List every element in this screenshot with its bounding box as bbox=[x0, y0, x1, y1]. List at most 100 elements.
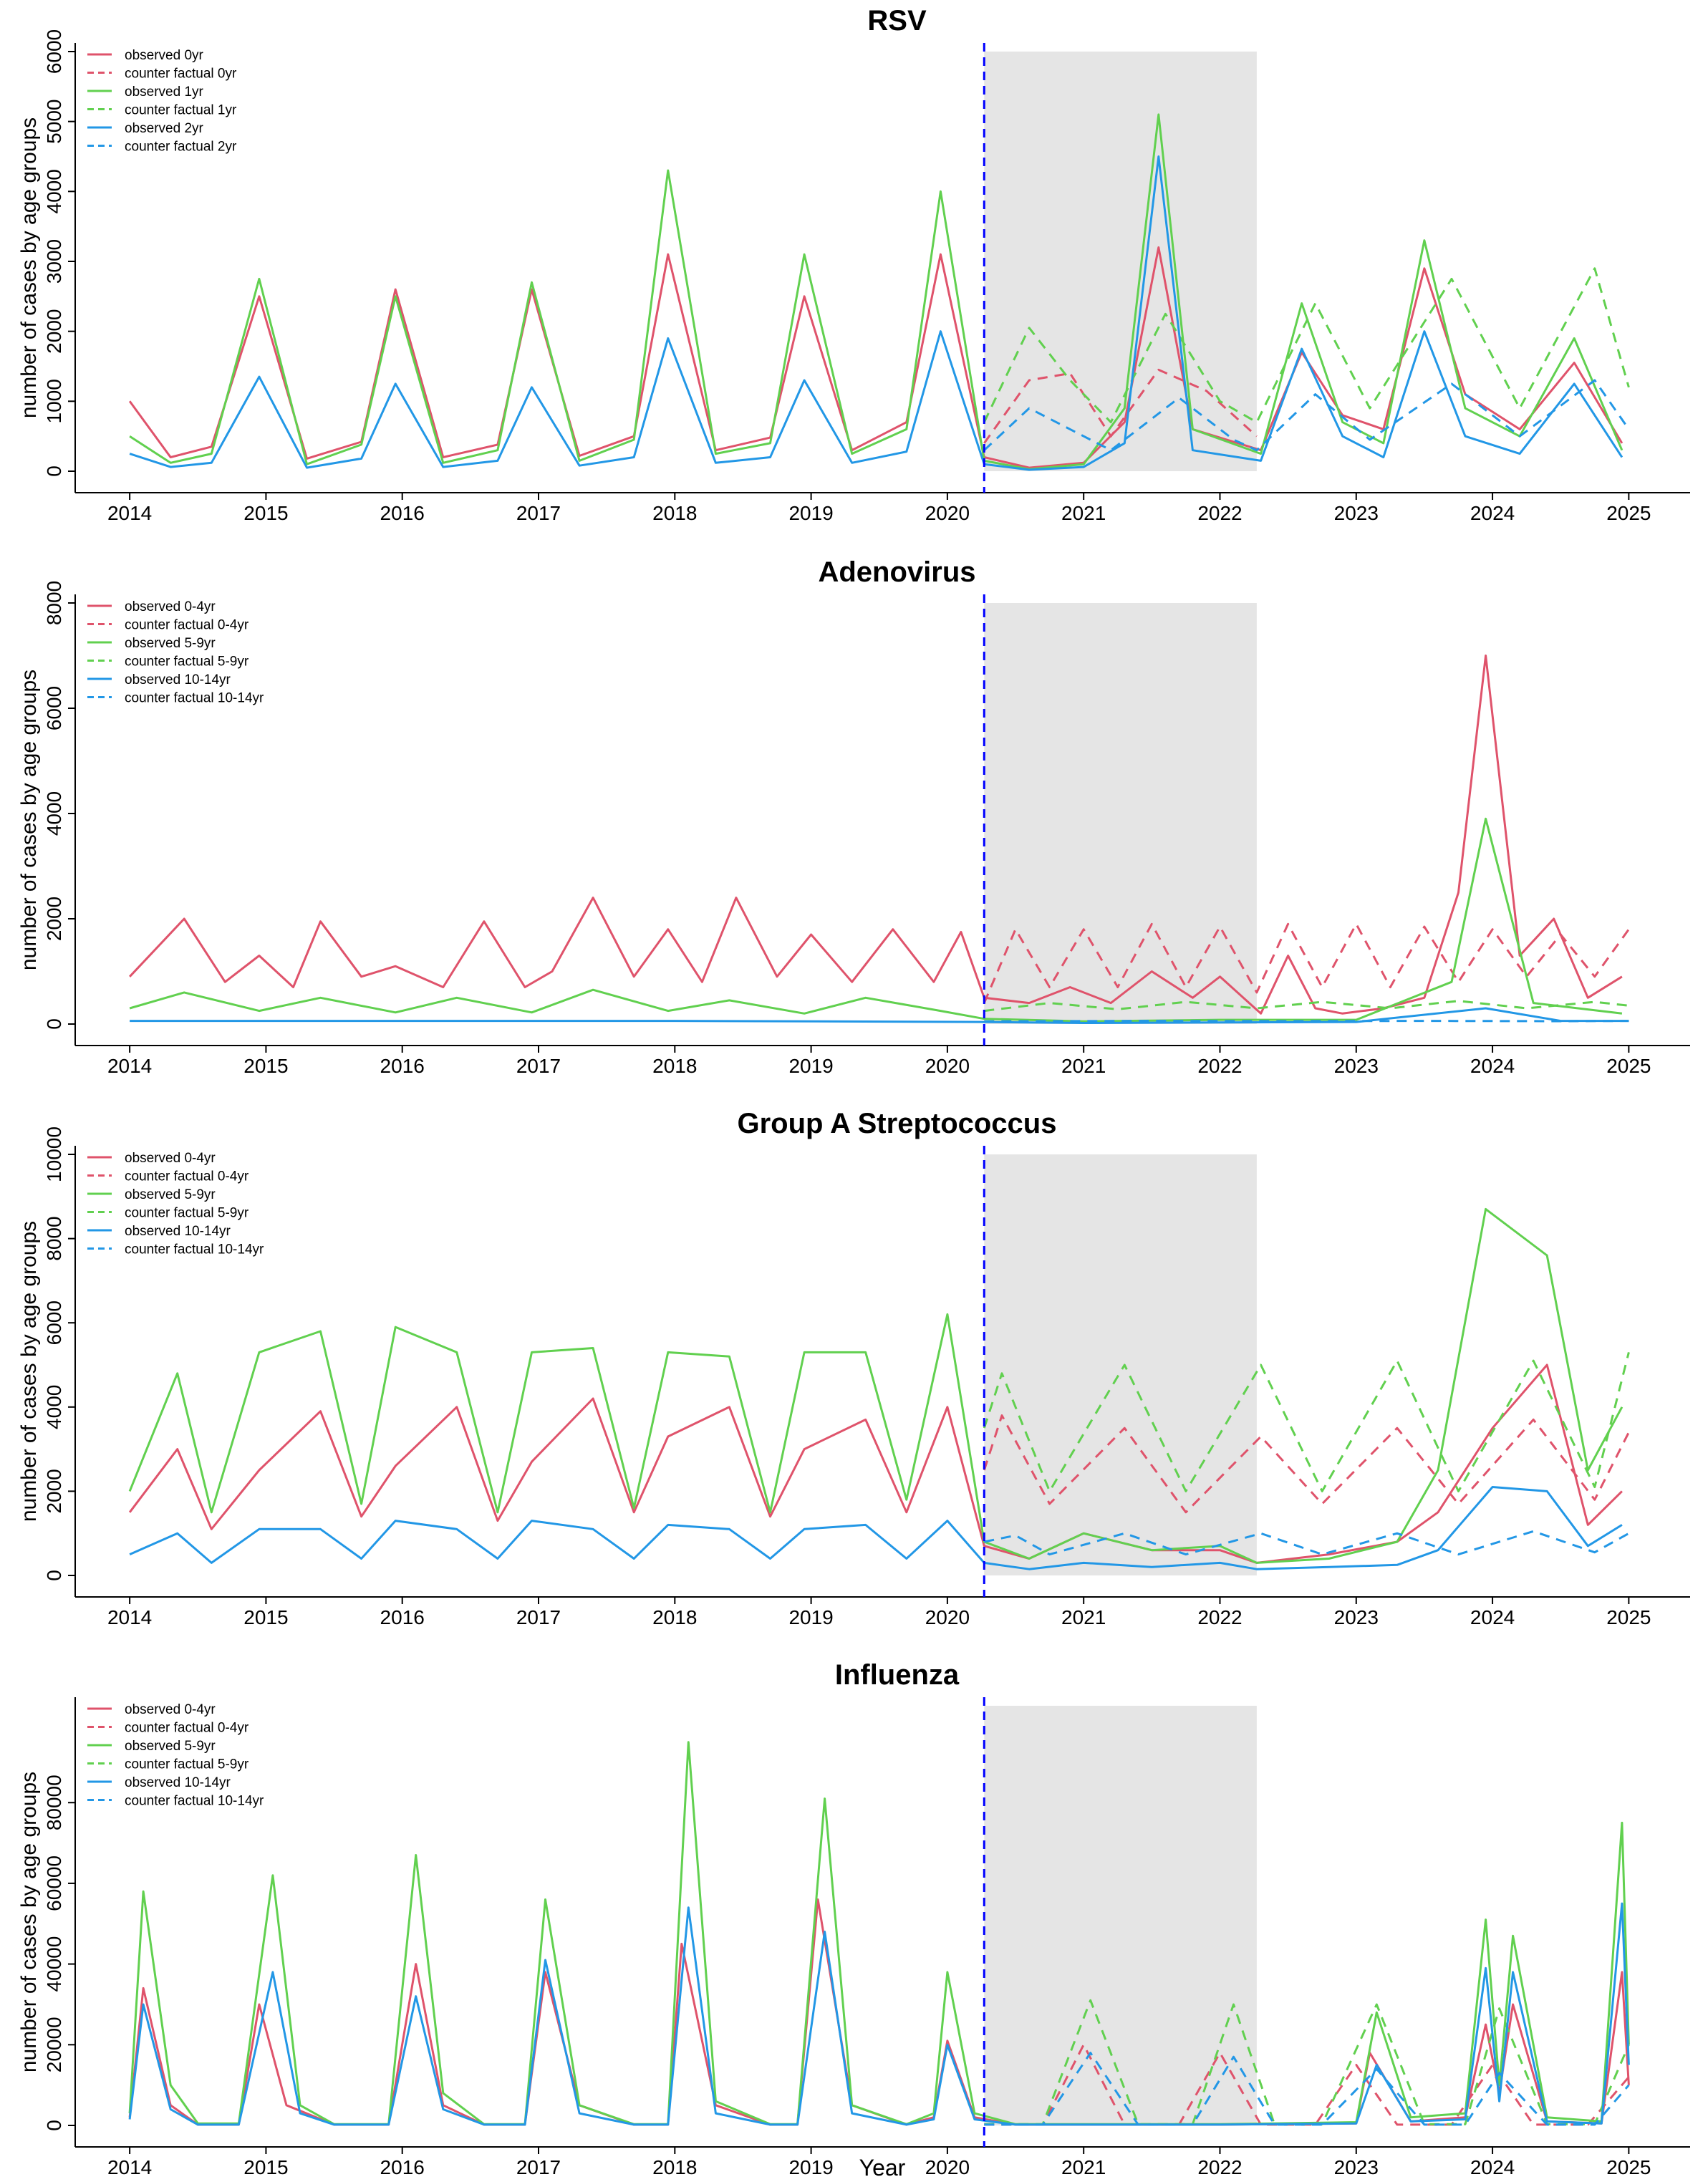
y-axis-label: number of cases by age groups bbox=[17, 670, 41, 970]
x-tick-label: 2015 bbox=[243, 1606, 288, 1628]
series-line-4 bbox=[129, 155, 1623, 471]
x-tick-label: 2023 bbox=[1334, 1055, 1379, 1077]
y-tick-label: 2000 bbox=[43, 897, 65, 941]
x-tick-label: 2019 bbox=[788, 1606, 833, 1628]
legend-label: observed 2yr bbox=[125, 121, 204, 136]
y-tick-label: 6000 bbox=[43, 29, 65, 74]
legend-label: observed 0-4yr bbox=[125, 1151, 216, 1166]
y-tick-label: 6000 bbox=[43, 1300, 65, 1345]
x-tick-label: 2025 bbox=[1606, 1055, 1651, 1077]
x-tick-label: 2023 bbox=[1334, 1606, 1379, 1628]
y-tick-label: 4000 bbox=[43, 791, 65, 836]
x-tick-label: 2025 bbox=[1606, 1606, 1651, 1628]
series-line-3 bbox=[983, 1352, 1630, 1492]
y-tick-label: 5000 bbox=[43, 100, 65, 144]
chart-title: RSV bbox=[867, 5, 927, 37]
x-tick-label: 2022 bbox=[1197, 1055, 1242, 1077]
y-tick-label: 40000 bbox=[43, 1936, 65, 1992]
x-axis-label: Year bbox=[859, 2155, 906, 2181]
legend-label: counter factual 10-14yr bbox=[125, 1794, 264, 1809]
x-tick-label: 2016 bbox=[380, 1055, 425, 1077]
chart-title: Adenovirus bbox=[818, 556, 975, 588]
y-tick-label: 0 bbox=[43, 2120, 65, 2131]
y-tick-label: 20000 bbox=[43, 2017, 65, 2072]
y-axis-label: number of cases by age groups bbox=[17, 1772, 41, 2072]
series-line-4 bbox=[129, 1486, 1623, 1570]
x-tick-label: 2019 bbox=[788, 1055, 833, 1077]
x-tick-label: 2017 bbox=[516, 1055, 561, 1077]
series-line-5 bbox=[984, 1530, 1630, 1556]
legend-label: observed 0-4yr bbox=[125, 599, 216, 614]
x-tick-label: 2019 bbox=[788, 502, 833, 524]
legend-label: counter factual 5-9yr bbox=[125, 1206, 249, 1221]
legend-label: counter factual 2yr bbox=[125, 140, 237, 155]
x-tick-label: 2023 bbox=[1334, 502, 1379, 524]
x-tick-label: 2016 bbox=[380, 2156, 425, 2178]
y-tick-label: 8000 bbox=[43, 581, 65, 625]
shaded-period bbox=[984, 1706, 1257, 2125]
legend-label: counter factual 5-9yr bbox=[125, 655, 249, 670]
legend-label: observed 10-14yr bbox=[125, 1224, 231, 1239]
legend-label: counter factual 0-4yr bbox=[125, 618, 249, 633]
x-tick-label: 2017 bbox=[516, 502, 561, 524]
x-tick-label: 2016 bbox=[380, 502, 425, 524]
series-line-2 bbox=[129, 113, 1623, 470]
y-tick-label: 4000 bbox=[43, 169, 65, 213]
x-tick-label: 2015 bbox=[243, 2156, 288, 2178]
legend-label: observed 0-4yr bbox=[125, 1702, 216, 1717]
x-tick-label: 2020 bbox=[925, 1055, 970, 1077]
series-line-2 bbox=[128, 1741, 1630, 2125]
x-tick-label: 2015 bbox=[243, 502, 288, 524]
x-tick-label: 2020 bbox=[925, 1606, 970, 1628]
series-line-1 bbox=[984, 2043, 1630, 2126]
shaded-period bbox=[984, 52, 1257, 471]
chart-title: Influenza bbox=[835, 1659, 960, 1691]
x-tick-label: 2017 bbox=[516, 2156, 561, 2178]
shaded-period bbox=[984, 603, 1257, 1024]
x-tick-label: 2018 bbox=[652, 2156, 697, 2178]
x-tick-label: 2022 bbox=[1197, 502, 1242, 524]
legend-label: observed 5-9yr bbox=[125, 1739, 216, 1754]
x-tick-label: 2025 bbox=[1606, 2156, 1651, 2178]
x-tick-label: 2024 bbox=[1470, 1606, 1515, 1628]
x-tick-label: 2014 bbox=[107, 1055, 152, 1077]
series-line-2 bbox=[128, 1207, 1623, 1564]
legend-label: counter factual 0yr bbox=[125, 67, 237, 82]
y-tick-label: 10000 bbox=[43, 1126, 65, 1182]
series-line-3 bbox=[984, 1000, 1629, 1013]
series-line-5 bbox=[983, 379, 1630, 452]
x-tick-label: 2021 bbox=[1061, 2156, 1106, 2178]
legend-label: observed 10-14yr bbox=[125, 672, 231, 687]
x-tick-label: 2021 bbox=[1061, 502, 1106, 524]
series-line-2 bbox=[129, 817, 1623, 1023]
series-line-0 bbox=[128, 246, 1623, 469]
x-tick-label: 2020 bbox=[925, 502, 970, 524]
x-tick-label: 2019 bbox=[788, 2156, 833, 2178]
panel-2: Group A Streptococcus 0 2000 4000 6000 8000 10… bbox=[17, 1108, 1690, 1628]
legend-label: counter factual 1yr bbox=[125, 103, 237, 118]
y-axis-label: number of cases by age groups bbox=[17, 1221, 41, 1522]
x-tick-label: 2014 bbox=[107, 502, 152, 524]
x-tick-label: 2024 bbox=[1470, 2156, 1515, 2178]
y-axis-label: number of cases by age groups bbox=[17, 117, 41, 418]
series-line-4 bbox=[128, 1902, 1630, 2126]
x-tick-label: 2014 bbox=[107, 2156, 152, 2178]
x-tick-label: 2014 bbox=[107, 1606, 152, 1628]
series-line-5 bbox=[984, 1020, 1629, 1023]
x-tick-label: 2016 bbox=[380, 1606, 425, 1628]
x-tick-label: 2020 bbox=[925, 2156, 970, 2178]
y-tick-label: 2000 bbox=[43, 1469, 65, 1513]
legend-label: observed 1yr bbox=[125, 85, 204, 100]
y-tick-label: 6000 bbox=[43, 686, 65, 730]
y-tick-label: 4000 bbox=[43, 1385, 65, 1429]
x-tick-label: 2018 bbox=[652, 1055, 697, 1077]
series-line-1 bbox=[983, 1414, 1630, 1514]
panel-3: Influenza 0 20000 40000 60000 80000 2014 2015 20… bbox=[17, 1659, 1690, 2178]
chart-title: Group A Streptococcus bbox=[738, 1108, 1057, 1139]
x-tick-label: 2023 bbox=[1334, 2156, 1379, 2178]
y-tick-label: 3000 bbox=[43, 239, 65, 284]
series-line-1 bbox=[983, 922, 1630, 1004]
x-tick-label: 2024 bbox=[1470, 1055, 1515, 1077]
series-line-0 bbox=[129, 655, 1623, 1015]
